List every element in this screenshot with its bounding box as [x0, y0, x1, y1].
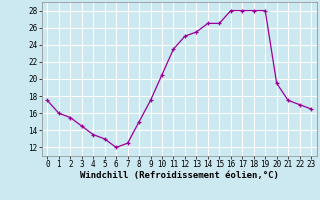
X-axis label: Windchill (Refroidissement éolien,°C): Windchill (Refroidissement éolien,°C) — [80, 171, 279, 180]
